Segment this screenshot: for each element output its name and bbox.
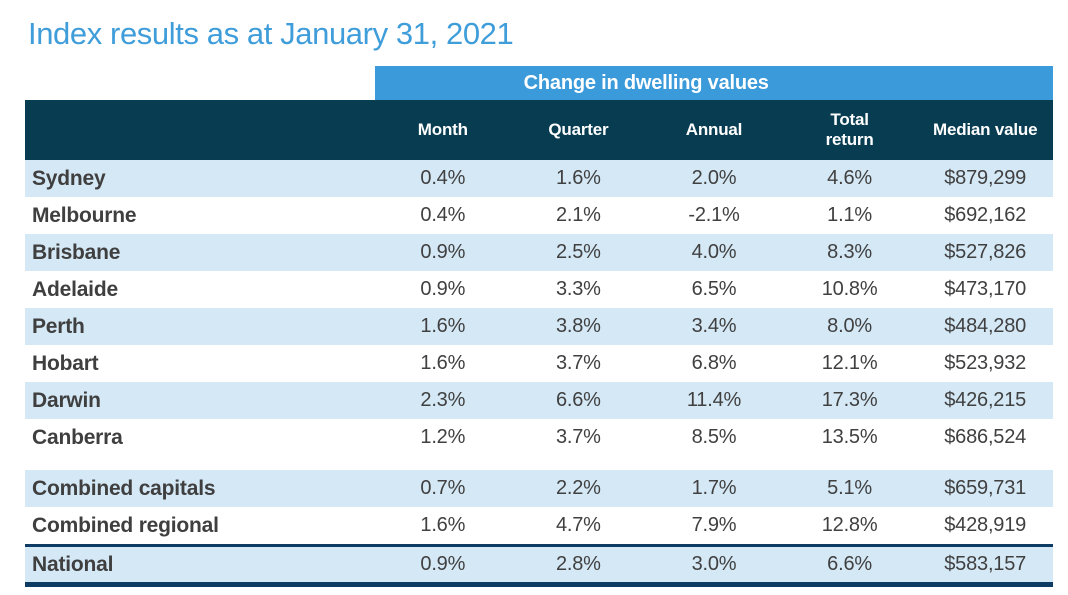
cell-annual: 6.8% bbox=[691, 352, 737, 374]
table-row-sydney: Sydney 0.4% 1.6% 2.0% 4.6% $879,299 bbox=[25, 160, 1053, 197]
cell-quarter: 1.6% bbox=[555, 167, 601, 189]
cell-total-return: 8.0% bbox=[827, 315, 872, 337]
cell-quarter: 3.7% bbox=[555, 426, 601, 448]
cell-quarter: 3.8% bbox=[555, 315, 601, 337]
cell-month: 0.4% bbox=[420, 204, 466, 226]
row-label: Darwin bbox=[32, 388, 101, 412]
cell-quarter: 3.7% bbox=[555, 352, 601, 374]
cell-month: 0.7% bbox=[420, 477, 466, 499]
cell-quarter: 2.8% bbox=[555, 553, 601, 575]
cell-median-value: $428,919 bbox=[944, 514, 1027, 536]
table-row-adelaide: Adelaide 0.9% 3.3% 6.5% 10.8% $473,170 bbox=[25, 271, 1053, 308]
cell-median-value: $523,932 bbox=[944, 352, 1027, 374]
row-label: Canberra bbox=[32, 425, 123, 449]
cell-median-value: $484,280 bbox=[944, 315, 1027, 337]
cell-median-value: $583,157 bbox=[944, 553, 1027, 575]
cell-annual: 11.4% bbox=[686, 389, 742, 411]
table-row-brisbane: Brisbane 0.9% 2.5% 4.0% 8.3% $527,826 bbox=[25, 234, 1053, 271]
cell-median-value: $692,162 bbox=[944, 204, 1027, 226]
cell-annual: 6.5% bbox=[691, 278, 737, 300]
cell-month: 0.4% bbox=[420, 167, 466, 189]
cell-total-return: 12.1% bbox=[821, 352, 878, 374]
table-row-canberra: Canberra 1.2% 3.7% 8.5% 13.5% $686,524 bbox=[25, 419, 1053, 456]
cell-annual: 4.0% bbox=[691, 241, 737, 263]
cell-annual: 1.7% bbox=[691, 477, 737, 499]
section-divider-gap bbox=[25, 456, 1053, 470]
cell-annual: 3.0% bbox=[691, 553, 737, 575]
cell-quarter: 2.5% bbox=[555, 241, 601, 263]
cell-median-value: $879,299 bbox=[944, 167, 1027, 189]
cell-annual: 7.9% bbox=[691, 514, 737, 536]
cell-total-return: 10.8% bbox=[821, 278, 878, 300]
group-header-label: Change in dwelling values bbox=[523, 72, 769, 94]
page-title: Index results as at January 31, 2021 bbox=[28, 16, 514, 51]
index-results-table: Month Quarter Annual Total return Median… bbox=[25, 100, 1053, 587]
row-label: Hobart bbox=[32, 351, 99, 375]
cell-median-value: $659,731 bbox=[944, 477, 1027, 499]
table-row-national: National 0.9% 2.8% 3.0% 6.6% $583,157 bbox=[25, 544, 1053, 587]
cell-month: 0.9% bbox=[420, 241, 466, 263]
cell-quarter: 3.3% bbox=[555, 278, 601, 300]
cell-median-value: $426,215 bbox=[944, 389, 1027, 411]
row-label: Melbourne bbox=[32, 203, 137, 227]
cell-total-return: 6.6% bbox=[827, 553, 872, 575]
cell-median-value: $686,524 bbox=[944, 426, 1027, 448]
cell-total-return: 12.8% bbox=[821, 514, 878, 536]
column-header-median-value: Median value bbox=[932, 119, 1038, 139]
row-label: Adelaide bbox=[32, 277, 118, 301]
column-header-quarter: Quarter bbox=[548, 119, 609, 139]
row-label: Brisbane bbox=[32, 240, 121, 264]
row-label: Sydney bbox=[32, 166, 106, 190]
cell-total-return: 13.5% bbox=[821, 426, 878, 448]
cell-total-return: 17.3% bbox=[821, 389, 878, 411]
table-row-combined-regional: Combined regional 1.6% 4.7% 7.9% 12.8% $… bbox=[25, 507, 1053, 544]
column-header-month: Month bbox=[417, 119, 468, 139]
column-header-annual: Annual bbox=[685, 119, 743, 139]
cell-total-return: 8.3% bbox=[827, 241, 872, 263]
table-row-perth: Perth 1.6% 3.8% 3.4% 8.0% $484,280 bbox=[25, 308, 1053, 345]
cell-quarter: 4.7% bbox=[555, 514, 601, 536]
cell-annual: -2.1% bbox=[688, 204, 740, 226]
row-label: Combined regional bbox=[32, 513, 219, 537]
cell-month: 0.9% bbox=[420, 553, 466, 575]
cell-total-return: 4.6% bbox=[827, 167, 872, 189]
table-header-row: Month Quarter Annual Total return Median… bbox=[25, 100, 1053, 160]
table-row-hobart: Hobart 1.6% 3.7% 6.8% 12.1% $523,932 bbox=[25, 345, 1053, 382]
cell-month: 0.9% bbox=[420, 278, 466, 300]
row-label: Combined capitals bbox=[32, 476, 216, 500]
cell-median-value: $473,170 bbox=[944, 278, 1027, 300]
cell-annual: 2.0% bbox=[691, 167, 737, 189]
cell-total-return: 5.1% bbox=[827, 477, 872, 499]
cell-month: 1.6% bbox=[420, 352, 466, 374]
cell-month: 1.2% bbox=[420, 426, 466, 448]
cell-median-value: $527,826 bbox=[944, 241, 1027, 263]
cell-quarter: 2.1% bbox=[555, 204, 601, 226]
table-row-melbourne: Melbourne 0.4% 2.1% -2.1% 1.1% $692,162 bbox=[25, 197, 1053, 234]
cell-month: 2.3% bbox=[420, 389, 466, 411]
cell-quarter: 2.2% bbox=[555, 477, 601, 499]
cell-total-return: 1.1% bbox=[827, 204, 872, 226]
cell-month: 1.6% bbox=[420, 514, 466, 536]
cell-annual: 3.4% bbox=[691, 315, 737, 337]
column-header-total-return: Total return bbox=[825, 109, 874, 149]
row-label: Perth bbox=[32, 314, 85, 338]
table-row-darwin: Darwin 2.3% 6.6% 11.4% 17.3% $426,215 bbox=[25, 382, 1053, 419]
group-header-banner: Change in dwelling values bbox=[375, 66, 1053, 100]
row-label: National bbox=[32, 552, 114, 576]
cell-annual: 8.5% bbox=[691, 426, 737, 448]
cell-quarter: 6.6% bbox=[555, 389, 601, 411]
cell-month: 1.6% bbox=[420, 315, 466, 337]
table-row-combined-capitals: Combined capitals 0.7% 2.2% 1.7% 5.1% $6… bbox=[25, 470, 1053, 507]
